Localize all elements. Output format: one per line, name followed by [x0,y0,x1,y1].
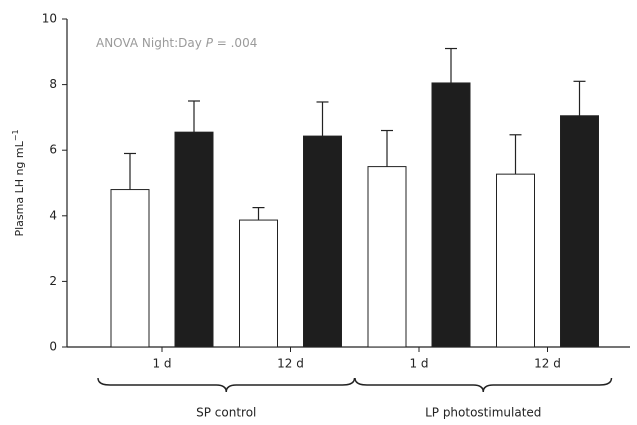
y-tick-label: 10 [42,12,57,26]
y-axis-label: Plasma LH ng mL−1 [11,129,27,236]
bar [174,131,214,348]
bar [367,166,407,348]
annotation-text: = .004 [213,36,257,50]
group-label: SP control [196,406,256,420]
y-label-text: Plasma LH ng mL [13,140,26,236]
group-brace [354,377,613,393]
bar [303,135,342,348]
y-tick-label: 4 [49,208,57,222]
annotation: ANOVA Night:Day P = .004 [96,36,257,50]
x-tick-label: 1 d [152,357,171,371]
y-tick-label: 0 [49,340,57,354]
x-tick-label: 12 d [277,357,304,371]
annotation-italic: P [206,36,214,50]
bar [496,173,535,348]
y-label-sup: −1 [11,129,20,141]
y-tick-label: 2 [49,274,57,288]
x-tick-label: 1 d [409,357,428,371]
bar [431,82,471,348]
bar [560,115,599,348]
bar [110,189,150,348]
bar [239,219,278,348]
y-tick-label: 8 [49,77,57,91]
group-brace [97,377,356,393]
group-label: LP photostimulated [425,406,541,420]
y-tick-label: 6 [49,143,57,157]
annotation-text: ANOVA Night:Day [96,36,206,50]
x-tick-label: 12 d [534,357,561,371]
